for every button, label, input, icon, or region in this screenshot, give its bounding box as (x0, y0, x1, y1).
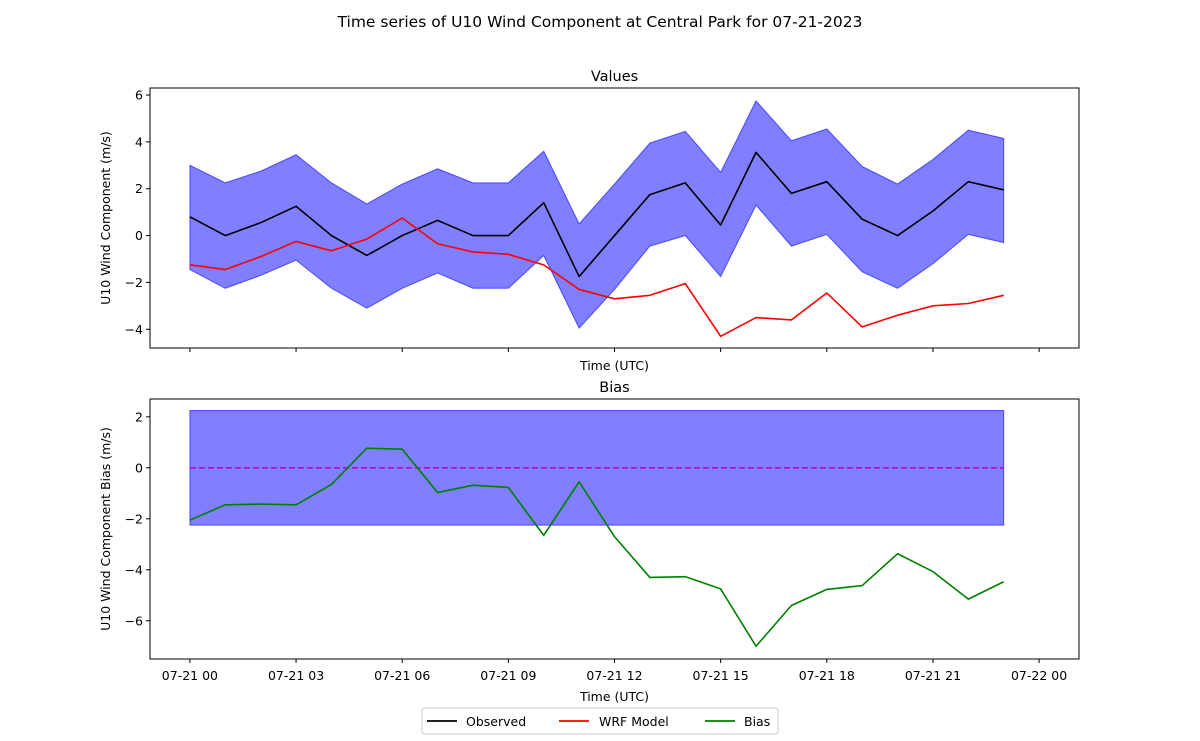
panel-bias-ytick-label: 0 (135, 460, 143, 475)
legend-box (421, 707, 779, 735)
panel-values-ytick-label: 6 (135, 88, 143, 103)
panel-bias-xtick-label: 07-21 09 (480, 668, 536, 683)
panel-bias-xtick-label: 07-22 00 (1011, 668, 1067, 683)
panel-values-xlabel: Time (UTC) (579, 358, 649, 373)
panel-values-ytick-label: 0 (135, 228, 143, 243)
panel-bias-ylabel: U10 Wind Component Bias (m/s) (98, 427, 113, 631)
panel-bias-xlabel: Time (UTC) (579, 689, 649, 704)
legend-label-bias: Bias (744, 714, 770, 729)
panel-bias-ytick-label: 2 (135, 409, 143, 424)
panel-bias-xtick-label: 07-21 21 (905, 668, 961, 683)
panel-bias-y-axis: −6 −4 −2 0 2 (125, 409, 150, 628)
panel-values-series-observed (189, 151, 1004, 278)
figure-suptitle: Time series of U10 Wind Component at Cen… (337, 13, 863, 31)
panel-values-ytick-label: −4 (125, 322, 143, 337)
panel-bias-series-bias (189, 447, 1005, 648)
legend: Observed WRF Model Bias (421, 707, 779, 735)
panel-values-y-axis: −4 −2 0 2 4 6 (125, 88, 150, 337)
panel-values: Values −4 −2 0 2 4 6 Time (UTC) U10 Wind Comp… (98, 69, 1080, 373)
panel-bias-xtick-label: 07-21 18 (799, 668, 855, 683)
panel-values-ytick-label: 4 (135, 134, 143, 149)
panel-values-ytick-label: −2 (125, 275, 143, 290)
panel-values-title: Values (591, 69, 638, 85)
panel-values-band-layer (189, 99, 1005, 329)
panel-values-ylabel: U10 Wind Component (m/s) (98, 131, 113, 305)
panel-bias-lines-layer (189, 447, 1005, 648)
panel-values-series-wrf-model (189, 217, 1004, 338)
panel-bias-ytick-label: −4 (125, 562, 143, 577)
panel-bias-x-axis: 07-21 00 07-21 03 07-21 06 07-21 09 07-21 12… (162, 659, 1067, 683)
panel-bias-xtick-label: 07-21 00 (162, 668, 218, 683)
panel-bias: Bias −6−4−202 07-21 00 07-21 03 07-21 06 07… (98, 380, 1080, 704)
panel-bias-title: Bias (599, 380, 629, 396)
panel-bias-xtick-label: 07-21 06 (374, 668, 430, 683)
panel-values-x-axis (189, 348, 1040, 352)
panel-bias-xtick-label: 07-21 03 (268, 668, 324, 683)
panel-bias-ytick-label: −2 (125, 511, 143, 526)
legend-label-model: WRF Model (599, 714, 669, 729)
panel-bias-xtick-label: 07-21 15 (693, 668, 749, 683)
panel-values-spread-band (189, 99, 1005, 329)
panel-bias-ytick-label: −6 (125, 613, 143, 628)
panel-values-lines-layer (189, 151, 1004, 338)
panel-values-ytick-label: 2 (135, 181, 143, 196)
legend-label-observed: Observed (466, 714, 526, 729)
panel-bias-xtick-label: 07-21 12 (586, 668, 642, 683)
